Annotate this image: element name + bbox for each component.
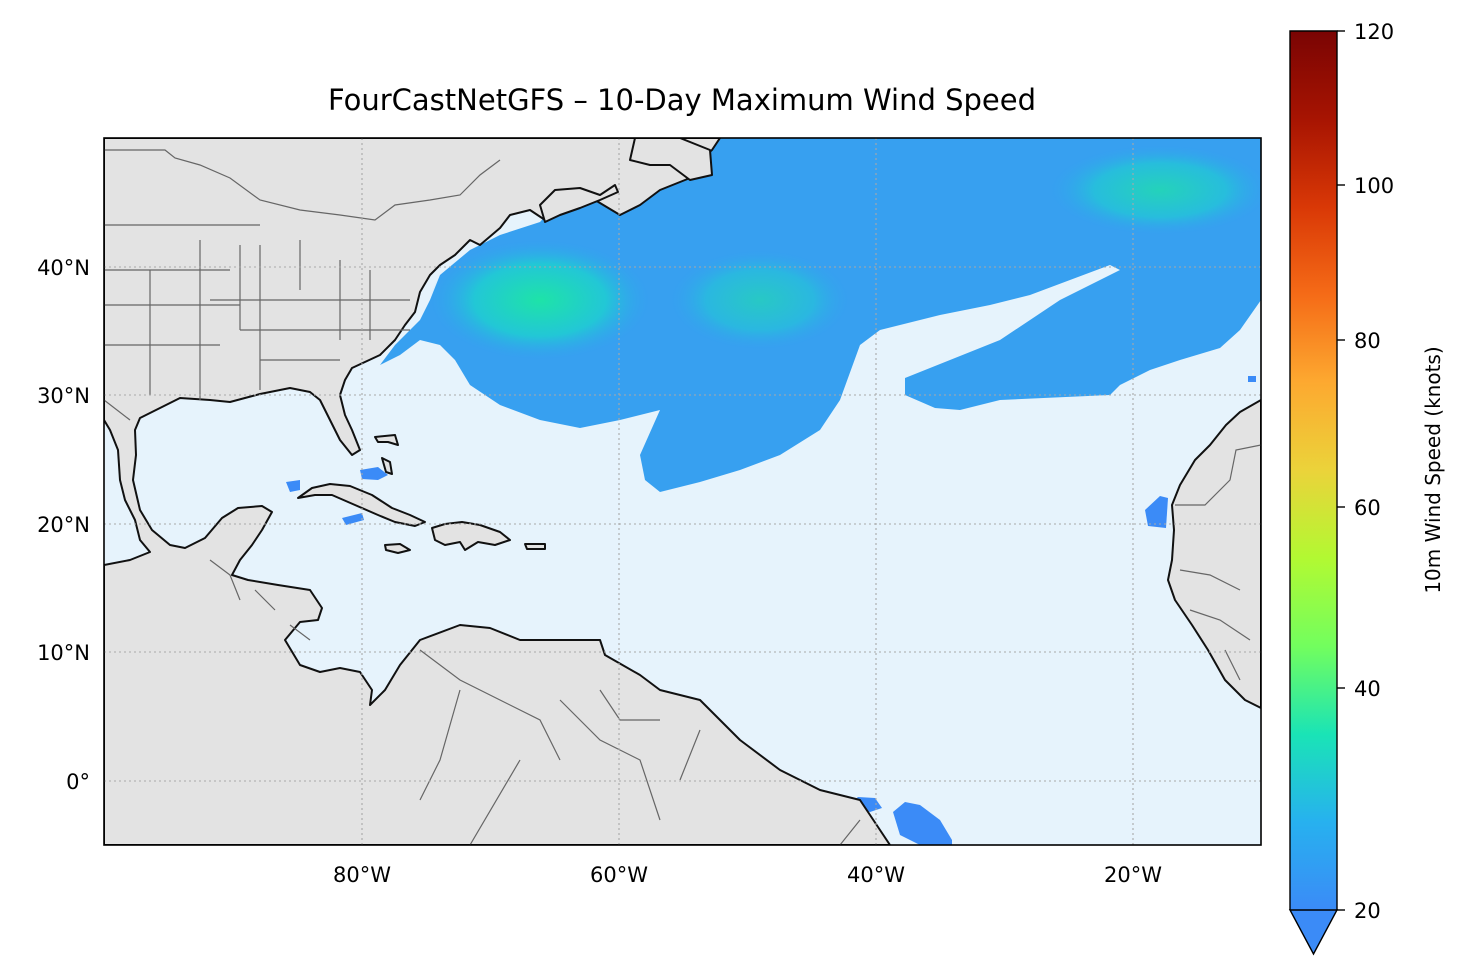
lon-tick-label: 60°W bbox=[590, 863, 648, 887]
border-west-africa bbox=[1175, 444, 1261, 681]
land-bahamas-1 bbox=[374, 434, 399, 446]
lon-tick-labels: 80°W 60°W 40°W 20°W bbox=[333, 863, 1162, 887]
border-layer bbox=[104, 149, 1261, 845]
border-south-america bbox=[419, 649, 861, 845]
land-north-america bbox=[104, 138, 891, 845]
lat-tick-label: 0° bbox=[66, 770, 90, 794]
lat-tick-label: 20°N bbox=[37, 513, 90, 537]
land-hispaniola bbox=[431, 521, 511, 551]
wind-patch-brazil-coast bbox=[893, 802, 952, 845]
lon-tick-label: 40°W bbox=[847, 863, 905, 887]
colorbar: 120 100 80 60 40 20 10m Wind Speed (knot… bbox=[1288, 20, 1445, 956]
colorbar-ticks bbox=[1337, 30, 1345, 911]
wind-patch-cayman bbox=[342, 513, 364, 525]
land-layer bbox=[104, 138, 1261, 845]
map-title: FourCastNetGFS – 10-Day Maximum Wind Spe… bbox=[328, 83, 1036, 117]
land-jamaica bbox=[384, 543, 411, 554]
lat-tick-label: 10°N bbox=[37, 641, 90, 665]
lat-tick-labels: 40°N 30°N 20°N 10°N 0° bbox=[37, 256, 90, 794]
land-bahamas-2 bbox=[381, 457, 393, 475]
border-central-america bbox=[209, 559, 311, 641]
colorbar-outline bbox=[1289, 30, 1338, 910]
colorbar-label: 10m Wind Speed (knots) bbox=[1421, 346, 1445, 593]
colorbar-tick-label: 20 bbox=[1354, 899, 1381, 923]
wind-patch-cape-verde bbox=[1145, 496, 1168, 528]
colorbar-tick-label: 60 bbox=[1354, 496, 1381, 520]
land-greenland-tip bbox=[629, 138, 713, 181]
border-mexico-us bbox=[104, 399, 131, 421]
border-us-canada bbox=[104, 149, 501, 221]
wind-max-core bbox=[430, 240, 650, 360]
map-panel bbox=[104, 138, 1261, 845]
colorbar-tick-label: 100 bbox=[1354, 174, 1394, 198]
wind-patch-bahamas bbox=[360, 467, 388, 480]
colorbar-tick-label: 120 bbox=[1354, 20, 1394, 44]
lat-tick-label: 40°N bbox=[37, 256, 90, 280]
land-west-africa bbox=[1167, 399, 1261, 709]
wind-patch-azores bbox=[1248, 376, 1256, 382]
wind-core-mid bbox=[670, 250, 850, 350]
land-puerto-rico bbox=[524, 543, 546, 550]
map-frame bbox=[103, 137, 1262, 846]
colorbar-extend-min bbox=[1288, 909, 1339, 956]
colorbar-tick-label: 80 bbox=[1354, 329, 1381, 353]
wind-core-east bbox=[1050, 145, 1261, 235]
colorbar-tick-label: 40 bbox=[1354, 677, 1381, 701]
border-us-states-1 bbox=[104, 224, 410, 400]
colorbar-gradient bbox=[1290, 31, 1337, 910]
land-newfoundland bbox=[539, 184, 619, 223]
lon-tick-label: 80°W bbox=[333, 863, 391, 887]
wind-patch-yucatan bbox=[286, 480, 300, 492]
lon-tick-label: 20°W bbox=[1104, 863, 1162, 887]
lat-tick-label: 30°N bbox=[37, 384, 90, 408]
